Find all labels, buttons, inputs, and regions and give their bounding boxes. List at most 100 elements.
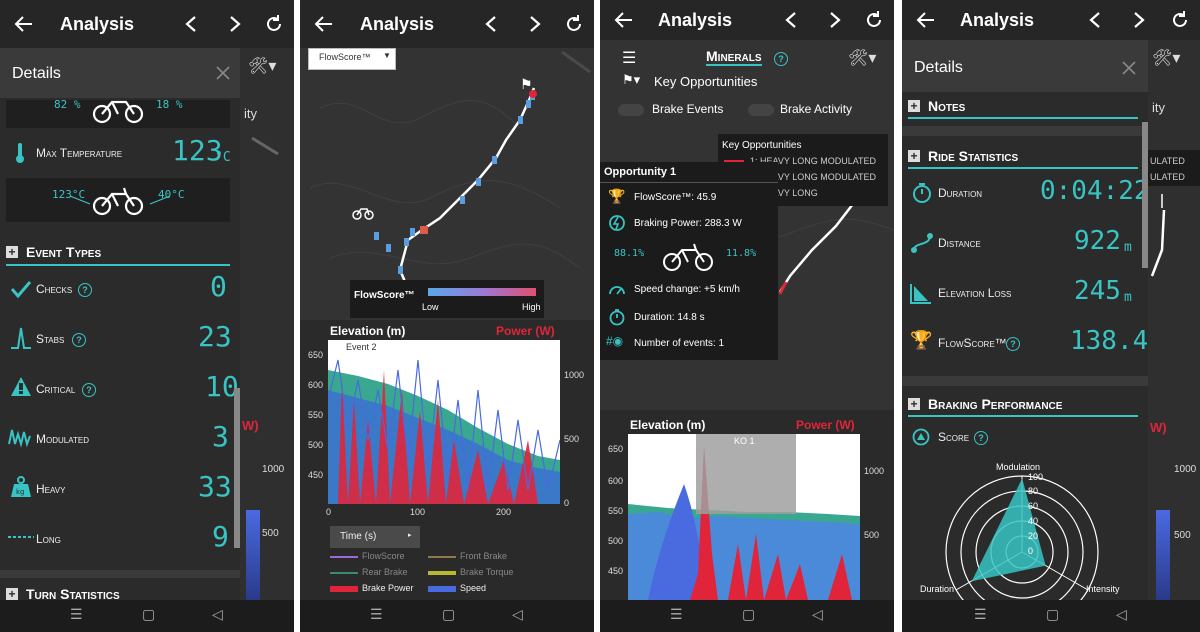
- peek-tick: 500: [262, 528, 279, 539]
- close-icon[interactable]: [1122, 61, 1136, 75]
- reload-icon[interactable]: [264, 14, 284, 34]
- help-icon[interactable]: ?: [1006, 337, 1020, 351]
- home-nav-icon[interactable]: ▢: [142, 606, 156, 622]
- back-nav-icon[interactable]: ◁: [1116, 606, 1127, 622]
- bike-icon: [92, 100, 144, 124]
- bike-temperature-box: 123°C 40°C: [6, 178, 230, 222]
- expand-icon: +: [6, 246, 18, 258]
- braking-radar-chart[interactable]: Modulation Intensity Duration 100 80 60 …: [920, 456, 1122, 600]
- front-percent: 82 %: [54, 98, 81, 111]
- ride-statistics-header[interactable]: + Ride Statistics: [908, 148, 1138, 170]
- help-icon[interactable]: ?: [78, 283, 92, 297]
- back-arrow-icon[interactable]: [14, 14, 34, 34]
- back-arrow-icon[interactable]: [916, 10, 936, 30]
- help-icon[interactable]: ?: [72, 333, 86, 347]
- layer-dropdown[interactable]: FlowScore™ ▼: [308, 48, 396, 70]
- y-left-tick: 650: [608, 444, 624, 454]
- event-label: Checks: [36, 282, 73, 296]
- elevation-power-chart[interactable]: Elevation (m) Power (W) Event 2 650 600 …: [300, 320, 594, 520]
- opp-rear-pct: 11.8%: [726, 248, 757, 259]
- y-left-tick: 550: [608, 506, 624, 516]
- ko-highlight: [696, 434, 796, 514]
- key-opps-label: Key Opportunities: [654, 74, 758, 89]
- home-nav-icon[interactable]: ▢: [442, 606, 456, 622]
- bike-icon: [92, 187, 144, 216]
- scrollbar[interactable]: [1142, 122, 1148, 268]
- section-underline: [6, 264, 230, 266]
- chevron-left-icon[interactable]: [484, 15, 498, 33]
- menu-nav-icon[interactable]: ☰: [70, 606, 83, 622]
- stat-value: 138.4: [1070, 326, 1148, 356]
- screen-ride-statistics: Analysis 🛠▾ ity ULATED ULATED W) 1000 50…: [902, 0, 1200, 632]
- key-opportunities-select[interactable]: ⚑▾ Key Opportunities: [622, 72, 822, 94]
- toggle-switch: [748, 104, 774, 116]
- legend-swatch: [428, 571, 456, 575]
- legend-label: FlowScore: [362, 551, 405, 561]
- legend-item[interactable]: Rear Brake: [330, 566, 460, 580]
- reload-icon[interactable]: [864, 10, 884, 30]
- toggle-label: Brake Activity: [780, 102, 853, 116]
- event-value: 3: [212, 420, 229, 453]
- braking-performance-header[interactable]: + Braking Performance: [908, 396, 1138, 418]
- chevron-left-icon[interactable]: [184, 15, 198, 33]
- menu-nav-icon[interactable]: ☰: [670, 606, 683, 622]
- scrollbar[interactable]: [234, 388, 240, 548]
- back-nav-icon[interactable]: ◁: [812, 606, 823, 622]
- trail-map[interactable]: ⚑ FlowScore™ ▼ FlowScore™ Low High: [300, 48, 594, 320]
- elevation-icon: [910, 284, 931, 304]
- speedometer-icon: [609, 286, 625, 295]
- elevation-power-chart[interactable]: Elevation (m) Power (W) KO 1 650 600 550…: [600, 414, 894, 600]
- toggle-brake-activity[interactable]: Brake Activity: [748, 100, 878, 120]
- legend-item[interactable]: Brake Power: [330, 582, 460, 596]
- legend-item[interactable]: Brake Torque: [428, 566, 558, 580]
- legend-item[interactable]: Front Brake: [428, 550, 558, 564]
- chevron-right-icon[interactable]: [1132, 11, 1146, 29]
- dropdown-caret-icon: ▼: [383, 51, 391, 60]
- help-icon[interactable]: ?: [974, 431, 988, 445]
- chevron-left-icon[interactable]: [784, 11, 798, 29]
- back-arrow-icon[interactable]: [314, 14, 334, 34]
- chevron-right-icon[interactable]: [228, 15, 242, 33]
- chart-series: [327, 359, 561, 504]
- opp-front-pct: 88.1%: [614, 248, 645, 259]
- event-label: Long: [36, 532, 61, 546]
- close-icon[interactable]: [216, 66, 230, 80]
- flag-dropdown-icon: ⚑▾: [622, 72, 641, 87]
- braking-title: Braking Performance: [928, 396, 1063, 412]
- tools-icon[interactable]: 🛠▾: [848, 50, 877, 67]
- notes-header[interactable]: + Notes: [908, 98, 1138, 120]
- kopp-item[interactable]: 2: HEAVY LONG MODULATED: [750, 172, 877, 182]
- minerals-toolbar: ☰ Minerals ? 🛠▾: [600, 44, 894, 68]
- menu-nav-icon[interactable]: ☰: [974, 606, 987, 622]
- peek-text: ity: [244, 106, 257, 121]
- chevron-right-icon[interactable]: [828, 11, 842, 29]
- section-underline: [908, 167, 1138, 169]
- kopp-item[interactable]: 1: HEAVY LONG MODULATED: [750, 156, 877, 166]
- legend-item[interactable]: FlowScore: [330, 550, 460, 564]
- menu-icon[interactable]: ☰: [622, 50, 637, 67]
- x-tick: 0: [326, 507, 332, 517]
- back-nav-icon[interactable]: ◁: [212, 606, 223, 622]
- system-nav-bar: ☰ ▢ ◁: [600, 600, 894, 632]
- reload-icon[interactable]: [564, 14, 584, 34]
- event-types-header[interactable]: + Event Types: [6, 244, 230, 268]
- reload-icon[interactable]: [1170, 10, 1190, 30]
- help-icon[interactable]: ?: [774, 52, 788, 66]
- legend-label: Brake Power: [362, 583, 414, 593]
- back-arrow-icon[interactable]: [614, 10, 634, 30]
- back-nav-icon[interactable]: ◁: [512, 606, 523, 622]
- toggle-brake-events[interactable]: Brake Events: [618, 100, 738, 120]
- kopp-item[interactable]: 3: HEAVY LONG: [750, 188, 818, 198]
- home-nav-icon[interactable]: ▢: [742, 606, 756, 622]
- x-axis-select[interactable]: Time (s) ▸: [330, 526, 420, 548]
- home-nav-icon[interactable]: ▢: [1046, 606, 1060, 622]
- help-icon[interactable]: ?: [82, 383, 96, 397]
- chevron-left-icon[interactable]: [1088, 11, 1102, 29]
- legend-item[interactable]: Speed: [428, 582, 558, 596]
- legend-label: Front Brake: [460, 551, 508, 561]
- radar-score-polygon: [971, 478, 1046, 582]
- bike-balance-top: 82 % 18 %: [6, 98, 230, 128]
- menu-nav-icon[interactable]: ☰: [370, 606, 383, 622]
- turn-statistics-header[interactable]: + Turn Statistics: [6, 586, 230, 600]
- chevron-right-icon[interactable]: [528, 15, 542, 33]
